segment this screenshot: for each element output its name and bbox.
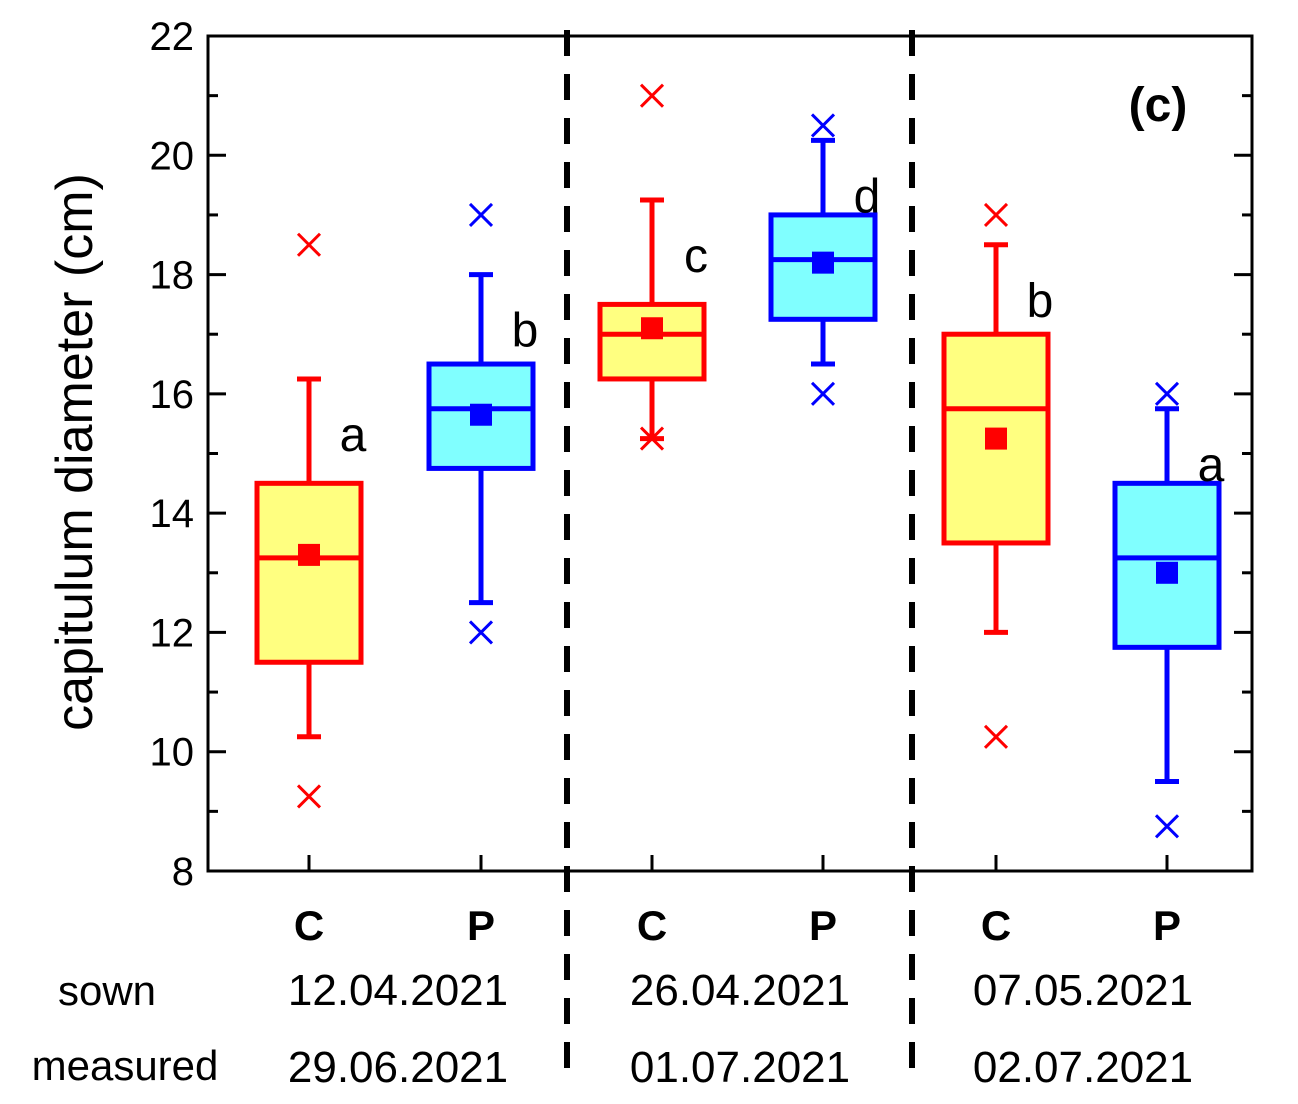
- sown-date: 07.05.2021: [973, 966, 1193, 1015]
- min-marker-stroke: [983, 724, 1009, 749]
- mean-marker: [812, 251, 834, 274]
- max-marker-stroke: [983, 202, 1009, 227]
- y-tick-label: 20: [150, 134, 195, 178]
- min-marker-stroke: [296, 784, 322, 809]
- category-label-p: P: [467, 902, 495, 949]
- max-marker-stroke: [810, 113, 836, 138]
- y-tick-label: 22: [150, 15, 195, 59]
- box-iqr: [597, 301, 707, 382]
- box-iqr: [254, 480, 364, 665]
- box-c-1: c: [597, 83, 708, 451]
- axis-labels: C P C P C P 12.04.2021 29.06.2021 26.04.2021 01.0…: [288, 902, 1193, 1092]
- mean-marker: [470, 403, 492, 426]
- mean-marker: [641, 317, 663, 340]
- category-label-c: C: [294, 902, 324, 949]
- box-c-2: b: [941, 202, 1054, 749]
- measured-date: 29.06.2021: [288, 1043, 508, 1092]
- sown-date: 12.04.2021: [288, 966, 508, 1015]
- measured-date: 01.07.2021: [630, 1043, 850, 1092]
- significance-letter: a: [1198, 439, 1225, 492]
- significance-letter: b: [1027, 275, 1054, 328]
- y-tick-label: 16: [150, 373, 195, 417]
- category-label-p: P: [809, 902, 837, 949]
- min-marker-stroke: [810, 381, 836, 406]
- y-tick-label: 12: [150, 611, 195, 655]
- box-c-0: a: [254, 232, 367, 809]
- measured-date: 02.07.2021: [973, 1043, 1193, 1092]
- measured-row-label: measured: [32, 1042, 219, 1089]
- sown-row-label: sown: [58, 967, 156, 1014]
- y-tick-label: 8: [172, 850, 194, 894]
- min-marker-stroke: [468, 620, 494, 645]
- max-marker-stroke: [1154, 381, 1180, 406]
- boxes: a b c d b a: [254, 83, 1225, 839]
- y-tick-label: 10: [150, 731, 195, 775]
- mean-marker: [1156, 561, 1178, 584]
- max-marker-stroke: [296, 232, 322, 257]
- significance-letter: c: [684, 230, 708, 283]
- min-marker-stroke: [639, 426, 665, 451]
- y-axis-label: capitulum diameter (cm): [46, 173, 104, 731]
- box-iqr: [768, 212, 878, 322]
- sown-date: 26.04.2021: [630, 966, 850, 1015]
- max-marker-stroke: [639, 83, 665, 108]
- category-label-c: C: [981, 902, 1011, 949]
- significance-letter: a: [340, 409, 367, 462]
- y-tick-label: 14: [150, 492, 195, 536]
- plot-frame: 8 10 12 14 16 18 20 22: [150, 15, 1254, 894]
- category-label-c: C: [637, 902, 667, 949]
- mean-marker: [298, 543, 320, 566]
- box-p-0: b: [426, 202, 539, 645]
- significance-letter: b: [512, 305, 539, 358]
- max-marker-stroke: [468, 202, 494, 227]
- box-p-2: a: [1112, 381, 1225, 839]
- box-p-1: d: [768, 113, 881, 406]
- min-marker-stroke: [1154, 814, 1180, 839]
- mean-marker: [985, 427, 1007, 450]
- category-label-p: P: [1153, 902, 1181, 949]
- y-tick-label: 18: [150, 254, 195, 298]
- significance-letter: d: [854, 170, 881, 223]
- panel-label: (c): [1129, 79, 1188, 132]
